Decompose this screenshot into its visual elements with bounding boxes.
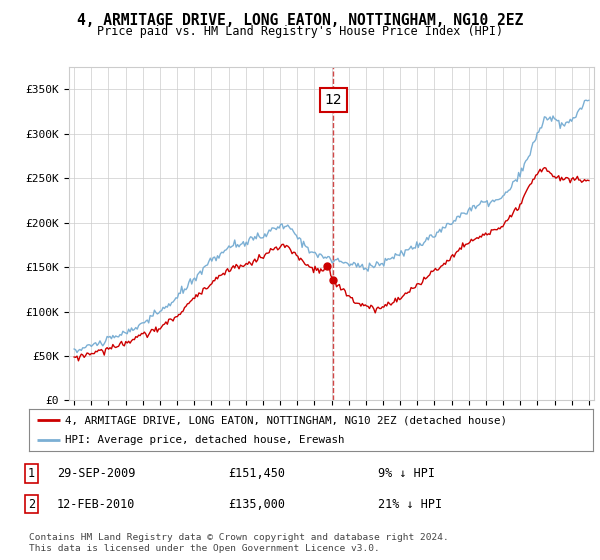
Text: Contains HM Land Registry data © Crown copyright and database right 2024.
This d: Contains HM Land Registry data © Crown c… (29, 533, 449, 553)
Text: HPI: Average price, detached house, Erewash: HPI: Average price, detached house, Erew… (65, 435, 345, 445)
Text: 12: 12 (325, 93, 342, 107)
Text: 1: 1 (28, 466, 35, 480)
Text: 2: 2 (28, 497, 35, 511)
Text: 21% ↓ HPI: 21% ↓ HPI (378, 497, 442, 511)
Text: 29-SEP-2009: 29-SEP-2009 (57, 466, 136, 480)
Text: 9% ↓ HPI: 9% ↓ HPI (378, 466, 435, 480)
Text: 4, ARMITAGE DRIVE, LONG EATON, NOTTINGHAM, NG10 2EZ (detached house): 4, ARMITAGE DRIVE, LONG EATON, NOTTINGHA… (65, 415, 508, 425)
Text: £151,450: £151,450 (228, 466, 285, 480)
Text: 4, ARMITAGE DRIVE, LONG EATON, NOTTINGHAM, NG10 2EZ: 4, ARMITAGE DRIVE, LONG EATON, NOTTINGHA… (77, 13, 523, 28)
Text: 12-FEB-2010: 12-FEB-2010 (57, 497, 136, 511)
Text: Price paid vs. HM Land Registry's House Price Index (HPI): Price paid vs. HM Land Registry's House … (97, 25, 503, 38)
Text: £135,000: £135,000 (228, 497, 285, 511)
